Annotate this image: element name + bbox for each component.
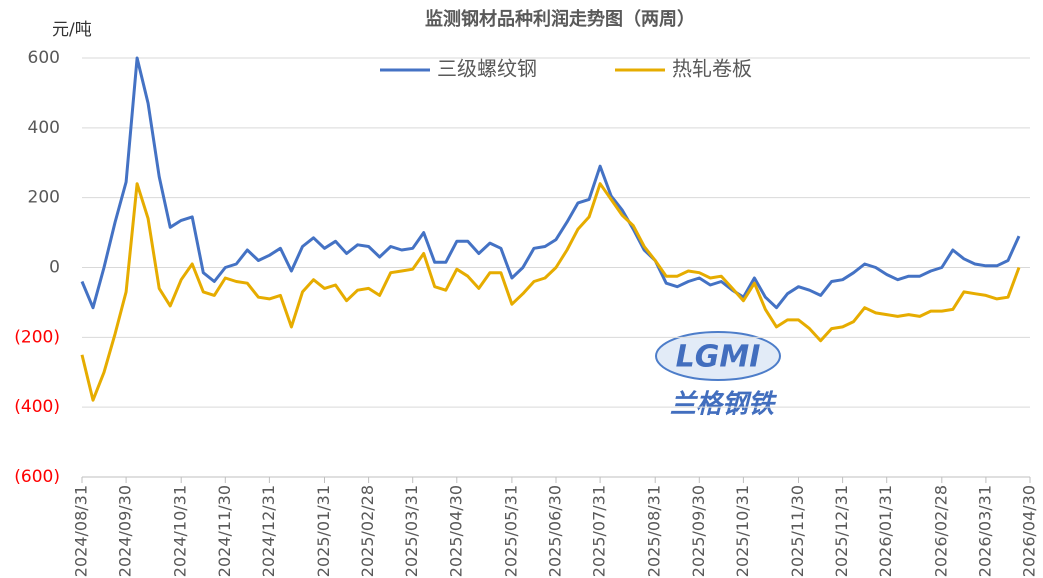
plot: 600 400 200 0 (200) (400) (600) 2024/08/31 2024/… (14, 48, 1038, 577)
watermark-badge (655, 331, 781, 381)
x-tick-label: 2025/06/30 (546, 485, 565, 577)
watermark-logo: LGMI (676, 340, 761, 375)
x-tick-label: 2024/12/31 (259, 485, 278, 577)
y-tick-label: 200 (28, 188, 60, 208)
x-tick-label: 2025/12/31 (832, 485, 851, 577)
x-tick-label: 2025/03/31 (402, 485, 421, 577)
y-tick-label: (400) (14, 397, 60, 417)
x-tick-label: 2024/08/31 (72, 485, 91, 577)
x-tick-label: 2024/10/31 (171, 485, 190, 577)
x-tick-label: 2025/01/31 (314, 485, 333, 577)
y-tick-label: 400 (28, 118, 60, 138)
x-tick-label: 2026/02/28 (931, 485, 950, 577)
x-tick-label: 2024/11/30 (215, 485, 234, 577)
x-tick-label: 2024/09/30 (116, 485, 135, 577)
y-tick-label: (600) (14, 467, 60, 487)
y-tick-label: 0 (49, 258, 60, 278)
y-axis-label: 元/吨 (52, 20, 92, 40)
watermark-name: 兰格钢铁 (670, 390, 778, 420)
series-line (80, 56, 1021, 310)
x-tick-label: 2025/02/28 (358, 485, 377, 577)
x-tick-label: 2025/11/30 (788, 485, 807, 577)
x-tick-label: 2026/03/31 (975, 485, 994, 577)
x-tick-label: 2025/05/31 (501, 485, 520, 577)
legend-label: 三级螺纹钢 (437, 57, 537, 81)
x-tick-label: 2026/04/30 (1020, 485, 1039, 577)
watermark: LGMI 兰格钢铁 (655, 331, 781, 420)
y-tick-label: 600 (28, 48, 60, 68)
x-tick-label: 2025/04/30 (446, 485, 465, 577)
x-tick-label: 2025/10/31 (733, 485, 752, 577)
x-tick-label: 2025/07/31 (590, 485, 609, 577)
x-tick-label: 2025/08/31 (645, 485, 664, 577)
legend-label: 热轧卷板 (672, 57, 752, 81)
x-tick-label: 2025/09/30 (689, 485, 708, 577)
x-tick-label: 2026/01/31 (876, 485, 895, 577)
y-tick-label: (200) (14, 327, 60, 347)
series-line (80, 182, 1021, 402)
chart-title: 监测钢材品种利润走势图（两周） (425, 8, 695, 30)
